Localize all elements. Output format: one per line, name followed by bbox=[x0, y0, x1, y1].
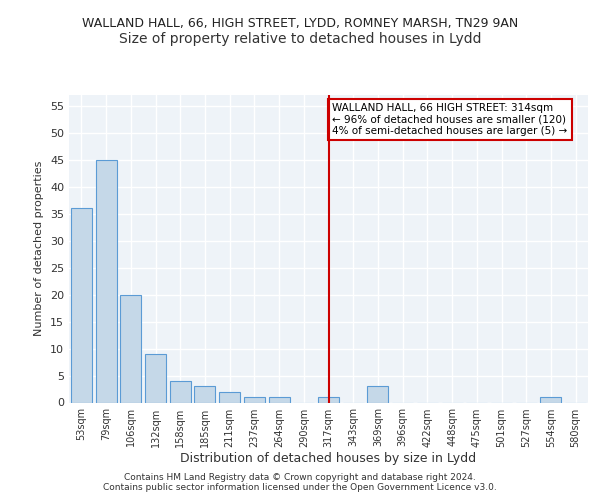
Text: WALLAND HALL, 66, HIGH STREET, LYDD, ROMNEY MARSH, TN29 9AN: WALLAND HALL, 66, HIGH STREET, LYDD, ROM… bbox=[82, 18, 518, 30]
Bar bbox=[219, 392, 240, 402]
Bar bbox=[95, 160, 116, 402]
Bar bbox=[244, 397, 265, 402]
Text: Size of property relative to detached houses in Lydd: Size of property relative to detached ho… bbox=[119, 32, 481, 46]
Bar bbox=[120, 294, 141, 403]
Bar bbox=[145, 354, 166, 403]
Text: WALLAND HALL, 66 HIGH STREET: 314sqm
← 96% of detached houses are smaller (120)
: WALLAND HALL, 66 HIGH STREET: 314sqm ← 9… bbox=[332, 103, 568, 136]
Bar bbox=[541, 397, 562, 402]
Y-axis label: Number of detached properties: Number of detached properties bbox=[34, 161, 44, 336]
Bar bbox=[194, 386, 215, 402]
Bar bbox=[367, 386, 388, 402]
Bar bbox=[318, 397, 339, 402]
Bar bbox=[170, 381, 191, 402]
Bar bbox=[71, 208, 92, 402]
Bar bbox=[269, 397, 290, 402]
X-axis label: Distribution of detached houses by size in Lydd: Distribution of detached houses by size … bbox=[181, 452, 476, 466]
Text: Contains HM Land Registry data © Crown copyright and database right 2024.
Contai: Contains HM Land Registry data © Crown c… bbox=[103, 473, 497, 492]
